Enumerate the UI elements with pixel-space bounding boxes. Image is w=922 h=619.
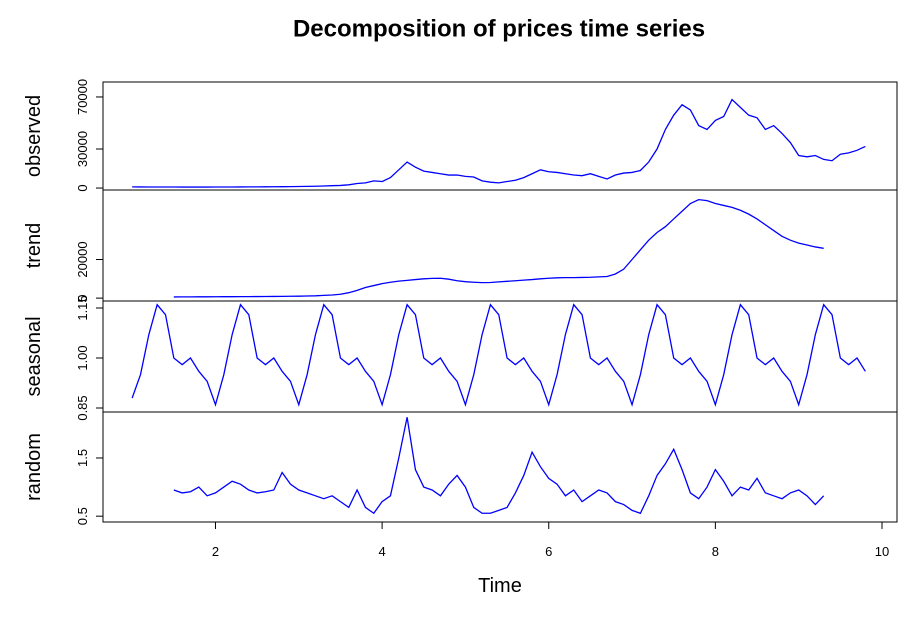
y-axis-label: trend [23,223,45,269]
x-tick-label: 2 [212,544,219,559]
series-line [131,303,866,407]
x-tick-label: 10 [875,544,889,559]
panel-frame [102,81,898,191]
series-line [173,198,824,298]
x-tick-label: 8 [712,544,719,559]
panel-frame [102,411,898,523]
y-tick-label: 1.00 [75,345,90,370]
y-tick-label: 1.15 [75,295,90,320]
y-tick-label: 70000 [75,79,90,115]
y-tick-label: 0.5 [75,507,90,525]
y-tick-label: 20000 [75,241,90,277]
y-axis-label: observed [23,95,45,177]
y-tick-label: 0 [75,184,90,191]
series-line [132,98,866,188]
panel-frame [102,300,898,413]
y-tick-label: 1.5 [75,449,90,467]
y-tick-label: 0.85 [75,395,90,420]
x-tick-label: 4 [378,544,385,559]
x-tick-label: 6 [545,544,552,559]
y-axis-label: random [23,433,45,501]
x-axis-label: Time [478,575,522,597]
y-tick-label: 30000 [75,131,90,167]
y-axis-label: seasonal [23,316,45,396]
series-line [173,417,825,515]
y-tick-label: 0 [75,294,90,301]
chart-title: Decomposition of prices time series [293,15,705,42]
panel-frame [102,189,898,302]
